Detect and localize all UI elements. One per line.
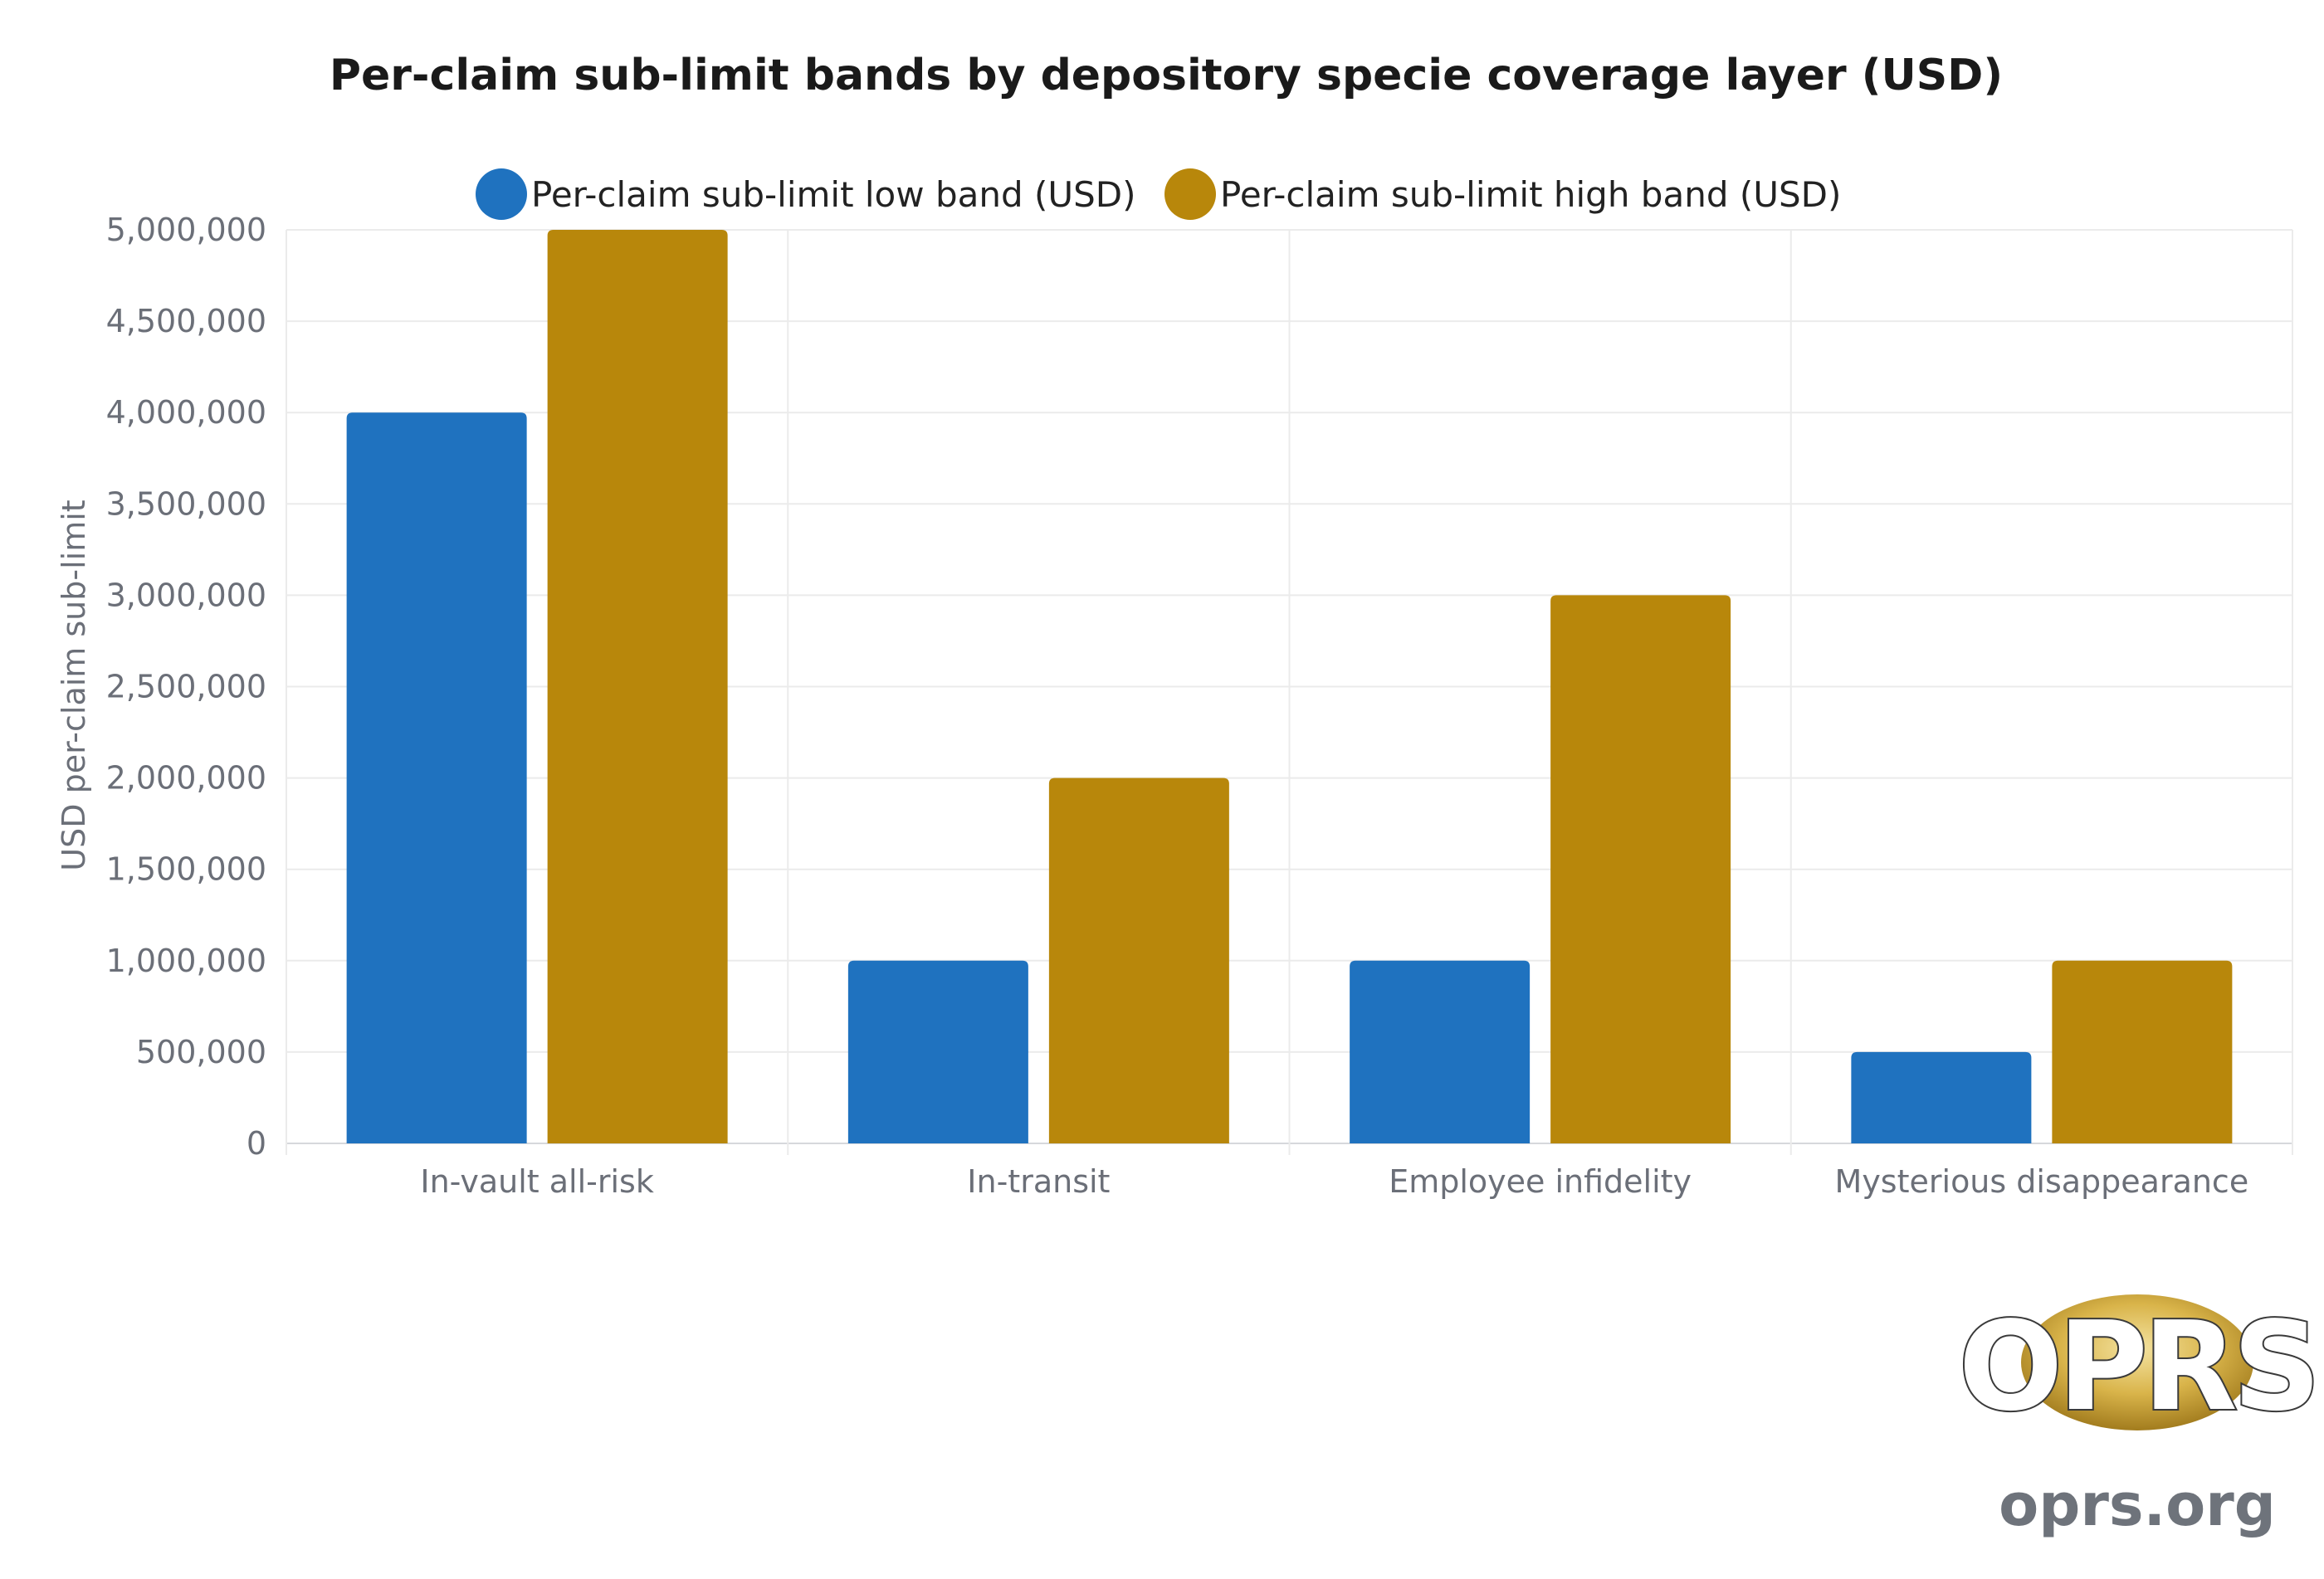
bar-low-band [1350, 960, 1531, 1143]
y-axis-title: USD per-claim sub-limit [56, 500, 92, 870]
legend-swatch-high-band [1164, 168, 1216, 220]
y-tick-label: 500,000 [136, 1034, 266, 1070]
legend: Per-claim sub-limit low band (USD) Per-c… [476, 168, 1841, 220]
legend-swatch-low-band [476, 168, 527, 220]
y-tick-label: 1,500,000 [106, 851, 266, 888]
y-tick-label: 3,500,000 [106, 485, 266, 522]
x-tick-label: Employee infidelity [1389, 1163, 1692, 1200]
y-tick-label: 2,500,000 [106, 669, 266, 705]
x-tick-label: Mysterious disappearance [1835, 1163, 2249, 1200]
y-tick-label: 3,000,000 [106, 577, 266, 613]
y-tick-label: 2,000,000 [106, 760, 266, 797]
legend-label-low-band: Per-claim sub-limit low band (USD) [531, 174, 1136, 215]
bar-high-band [547, 230, 728, 1143]
brand-logo: OPRS oprs.org [1957, 1294, 2323, 1539]
y-tick-label: 4,000,000 [106, 394, 266, 431]
bar-high-band [1550, 595, 1731, 1143]
bar-low-band [847, 960, 1028, 1143]
y-tick-label: 4,500,000 [106, 303, 266, 339]
bar-low-band [346, 412, 527, 1143]
y-axis-ticks: 0 500,000 1,000,000 1,500,000 2,000,000 2,500… [106, 212, 266, 1162]
x-tick-label: In-transit [967, 1163, 1110, 1200]
y-tick-label: 0 [247, 1125, 266, 1162]
y-tick-label: 1,000,000 [106, 943, 266, 979]
y-tick-label: 5,000,000 [106, 212, 266, 248]
bar-low-band [1851, 1051, 2032, 1143]
bar-high-band [2052, 960, 2233, 1143]
chart-title: Per-claim sub-limit bands by depository … [330, 51, 2003, 100]
brand-logo-text: OPRS [1959, 1295, 2317, 1438]
brand-url: oprs.org [1999, 1471, 2276, 1539]
bars [346, 230, 2233, 1143]
x-tick-label: In-vault all-risk [420, 1163, 653, 1200]
x-axis-ticks: In-vault all-risk In-transit Employee infi… [420, 1163, 2248, 1200]
legend-label-high-band: Per-claim sub-limit high band (USD) [1220, 174, 1841, 215]
bar-high-band [1048, 777, 1229, 1143]
